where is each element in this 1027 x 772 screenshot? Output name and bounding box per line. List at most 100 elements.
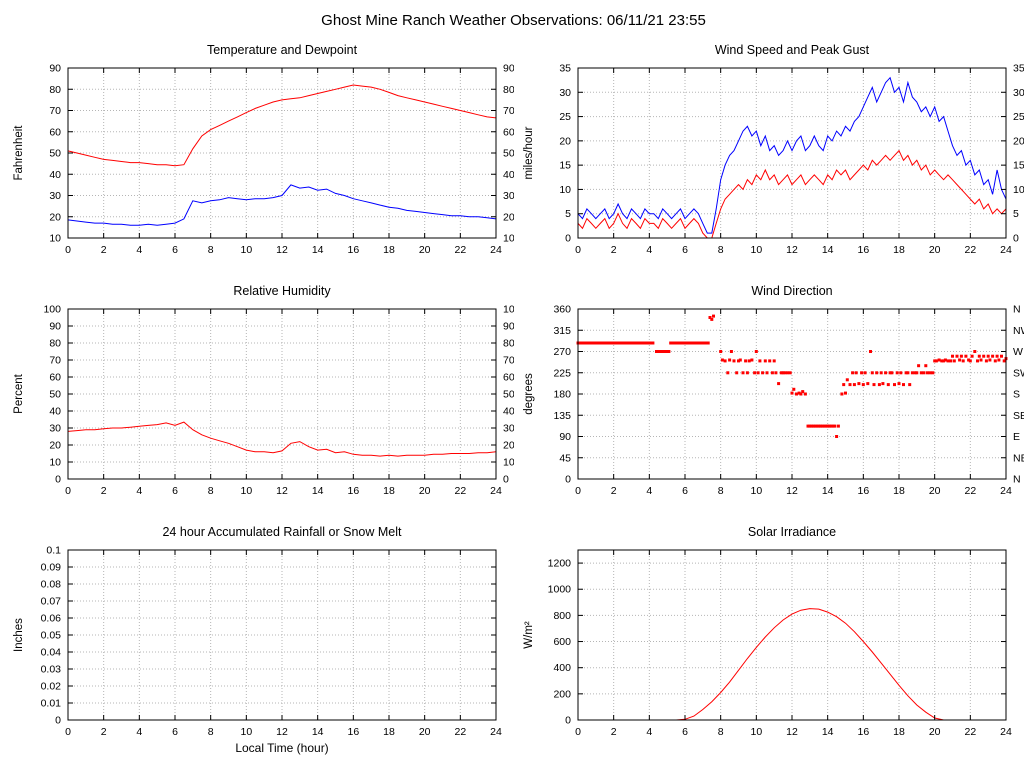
svg-text:30: 30 [503,190,514,202]
svg-text:22: 22 [454,485,466,497]
svg-text:S: S [1013,389,1020,401]
chart-wind-direction: 0 2 4 6 8 10 12 14 16 18 20 22 24 0 45 90 135 180 225 270 31… [514,279,1027,514]
svg-text:40: 40 [503,169,514,181]
gridlines [67,67,496,239]
svg-text:90: 90 [49,321,61,333]
svg-text:0.1: 0.1 [46,545,61,557]
chart-title: Solar Irradiance [747,525,835,539]
svg-text:16: 16 [857,244,869,256]
svg-text:14: 14 [311,244,323,256]
svg-text:18: 18 [893,726,905,738]
svg-text:70: 70 [503,355,514,367]
svg-text:50: 50 [503,148,514,160]
svg-text:0.03: 0.03 [40,664,61,676]
svg-text:10: 10 [750,485,762,497]
svg-text:NE: NE [1013,452,1024,464]
svg-text:135: 135 [553,410,571,422]
svg-text:20: 20 [559,135,571,147]
svg-text:18: 18 [893,244,905,256]
svg-text:N: N [1013,304,1021,316]
svg-text:22: 22 [964,485,976,497]
svg-text:16: 16 [347,485,359,497]
svg-text:16: 16 [347,244,359,256]
svg-text:22: 22 [964,726,976,738]
svg-text:6: 6 [172,485,178,497]
svg-text:0: 0 [65,244,71,256]
svg-text:0: 0 [575,726,581,738]
svg-text:0: 0 [575,244,581,256]
svg-text:0: 0 [65,726,71,738]
tick-labels: 0 2 4 6 8 10 12 14 16 18 20 22 241020304050607080901… [49,63,515,257]
svg-text:8: 8 [207,726,213,738]
svg-text:40: 40 [49,169,61,181]
svg-text:24: 24 [490,244,502,256]
y-axis-label: miles/hour [523,126,535,179]
svg-text:20: 20 [49,440,61,452]
svg-text:8: 8 [717,244,723,256]
svg-text:10: 10 [750,726,762,738]
chart-relative-humidity: 0 2 4 6 8 10 12 14 16 18 20 22 24 0 10 20 30 40 50 60 70 80 90… [4,279,521,514]
svg-text:70: 70 [49,105,61,117]
tick-marks [67,308,496,480]
relative-humidity-svg: 0 2 4 6 8 10 12 14 16 18 20 22 240102030405060708090… [13,284,521,497]
svg-text:4: 4 [136,244,142,256]
svg-text:0.04: 0.04 [40,647,61,659]
temperature-dewpoint-svg: 0 2 4 6 8 10 12 14 16 18 20 22 241020304050607080901… [13,43,515,257]
svg-text:18: 18 [383,485,395,497]
svg-text:10: 10 [503,457,514,469]
svg-text:45: 45 [559,452,571,464]
svg-text:24: 24 [1000,244,1012,256]
svg-text:6: 6 [682,244,688,256]
svg-text:4: 4 [646,726,652,738]
wind-direction-svg: 0 2 4 6 8 10 12 14 16 18 20 22 240459013518022527031… [523,284,1027,498]
svg-text:14: 14 [821,726,833,738]
svg-text:2: 2 [610,485,616,497]
series-peak-gust [577,76,1006,234]
svg-text:225: 225 [553,367,571,379]
svg-text:60: 60 [503,372,514,384]
y-axis-label: Inches [13,618,25,652]
tick-labels: 0 2 4 6 8 10 12 14 16 18 20 22 2400.010.020.030.040.… [40,545,501,739]
tick-labels: 0 2 4 6 8 10 12 14 16 18 20 22 240200400600800100012… [547,558,1011,738]
svg-text:20: 20 [418,244,430,256]
svg-text:22: 22 [964,244,976,256]
svg-text:6: 6 [682,485,688,497]
series-temperature [67,84,496,167]
chart-wind-speed-peak-gust: 0 2 4 6 8 10 12 14 16 18 20 22 24 0 5 10 15 20 25 30 35 0 5 10 1… [514,38,1025,273]
chart-title: Temperature and Dewpoint [206,43,357,57]
tick-marks [67,67,496,239]
tick-marks [577,308,1006,480]
svg-text:2: 2 [100,244,106,256]
svg-text:5: 5 [565,208,571,220]
svg-text:0.09: 0.09 [40,562,61,574]
svg-text:15: 15 [559,160,571,172]
svg-text:50: 50 [503,389,514,401]
svg-text:6: 6 [172,726,178,738]
svg-text:80: 80 [503,84,514,96]
svg-text:14: 14 [821,244,833,256]
svg-text:0.01: 0.01 [40,698,61,710]
series-wind-speed [577,149,1006,239]
svg-text:6: 6 [172,244,178,256]
series-dewpoint [67,184,496,226]
svg-text:8: 8 [717,726,723,738]
svg-text:8: 8 [717,485,723,497]
svg-text:12: 12 [276,726,288,738]
svg-text:400: 400 [553,662,571,674]
svg-text:NW: NW [1013,325,1024,337]
svg-text:14: 14 [821,485,833,497]
svg-text:20: 20 [1013,135,1024,147]
svg-text:22: 22 [454,244,466,256]
svg-text:90: 90 [559,431,571,443]
chart-title: Relative Humidity [233,284,331,298]
svg-text:90: 90 [503,321,514,333]
tick-labels: 0 2 4 6 8 10 12 14 16 18 20 22 240459013518022527031… [553,304,1027,498]
rainfall-svg: 0 2 4 6 8 10 12 14 16 18 20 22 2400.010.020.030.040.… [13,525,502,755]
svg-text:35: 35 [559,63,571,75]
svg-text:12: 12 [276,244,288,256]
svg-text:10: 10 [49,457,61,469]
y-axis-label: Percent [13,373,25,413]
svg-text:W: W [1013,346,1023,358]
svg-text:600: 600 [553,636,571,648]
svg-text:16: 16 [347,726,359,738]
